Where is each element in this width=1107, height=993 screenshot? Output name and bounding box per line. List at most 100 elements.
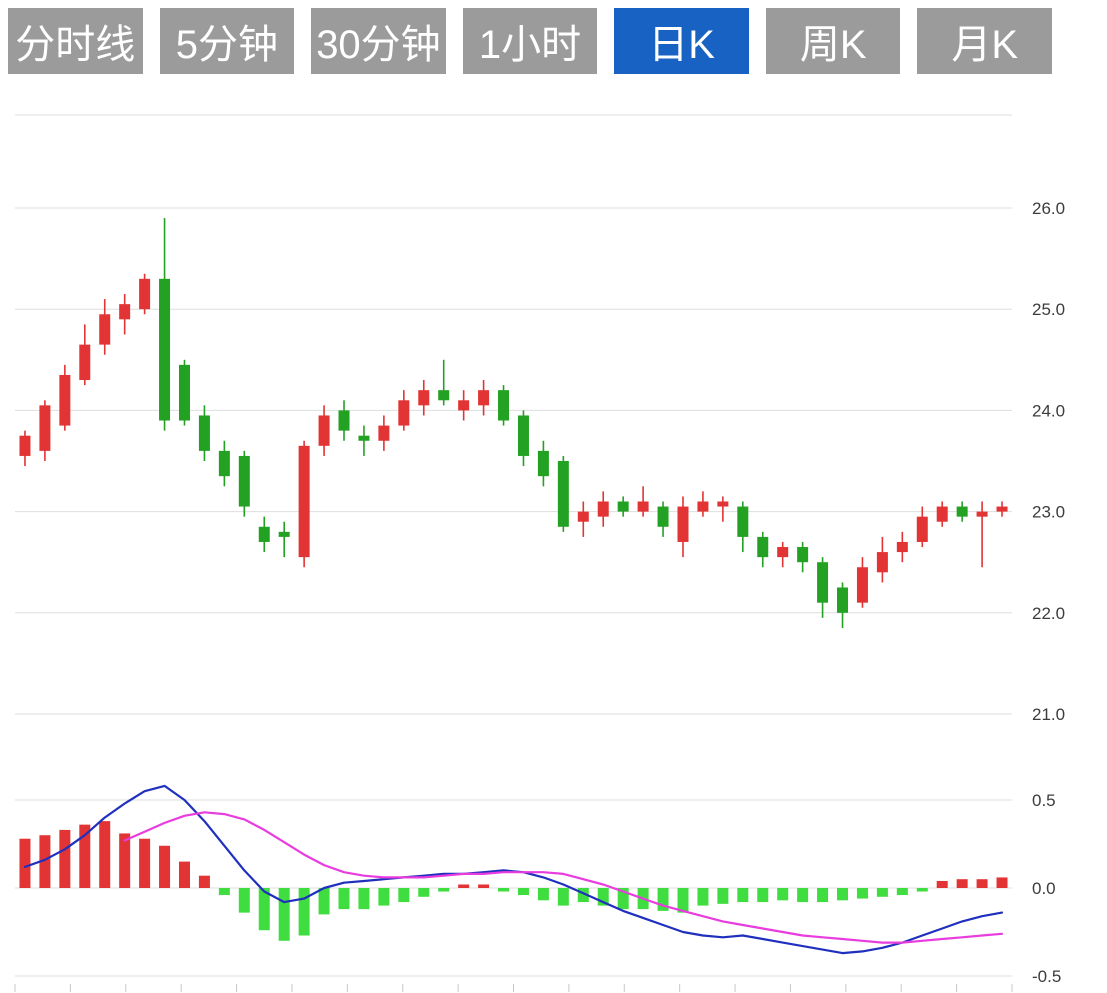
candle-body (537, 450, 549, 477)
candle-body (378, 425, 390, 441)
candle-body (358, 435, 370, 441)
dif-line (23, 784, 1004, 955)
candle-body (438, 390, 450, 401)
dea-line (123, 811, 1004, 944)
candle-body (298, 445, 310, 558)
tab-minute-line[interactable]: 分时线 (8, 8, 143, 74)
candle-body (577, 511, 589, 522)
candle-body (478, 390, 490, 406)
candle-body (956, 506, 968, 517)
tab-weekly-k[interactable]: 周K (765, 8, 901, 74)
candle-body (936, 506, 948, 522)
y-axis-label: 24.0 (1032, 401, 1065, 420)
macd-bar (358, 888, 370, 910)
tab-30min[interactable]: 30分钟 (311, 8, 446, 74)
y-axis-label: 26.0 (1032, 199, 1065, 218)
candle-body (856, 567, 868, 603)
macd-bar (777, 888, 789, 901)
candle-body (657, 506, 669, 527)
macd-bar (956, 879, 968, 888)
period-tabs: 分时线 5分钟 30分钟 1小时 日K 周K 月K (8, 8, 1053, 74)
macd-bar (438, 888, 450, 892)
candle-body (119, 304, 131, 320)
candle-body (398, 400, 410, 426)
candle-body (258, 526, 270, 542)
macd-bar (916, 888, 928, 892)
candle-body (39, 405, 51, 451)
tab-monthly-k[interactable]: 月K (917, 8, 1053, 74)
candle-body (19, 435, 31, 456)
macd-bar (717, 888, 729, 904)
candle-body (597, 501, 609, 517)
macd-bar (498, 888, 510, 892)
candle-body (837, 587, 849, 613)
macd-bar (378, 888, 390, 906)
candle-body (278, 531, 290, 537)
candle-body (916, 516, 928, 542)
macd-bar (577, 888, 589, 903)
y-axis-label: 0.5 (1032, 791, 1056, 810)
macd-bar (139, 838, 151, 888)
macd-bar (737, 888, 749, 903)
tab-5min[interactable]: 5分钟 (159, 8, 295, 74)
y-axis-label: -0.5 (1032, 967, 1061, 986)
y-axis-label: 25.0 (1032, 300, 1065, 319)
macd-bar (338, 888, 350, 910)
macd-bar (19, 838, 31, 888)
macd-bar (39, 835, 51, 888)
macd-bar (398, 888, 410, 903)
candle-body (498, 390, 510, 421)
macd-bar (59, 829, 71, 888)
macd-bar (856, 888, 868, 899)
candle-body (99, 314, 111, 345)
candle-body (976, 511, 988, 517)
tab-daily-k[interactable]: 日K (614, 8, 749, 74)
candle-body (817, 562, 829, 603)
candle-body (79, 344, 91, 381)
macd-bar (896, 888, 908, 896)
candle-body (178, 364, 190, 421)
candle-body (876, 552, 888, 573)
candle-body (737, 506, 749, 537)
candle-body (139, 278, 151, 310)
candle-body (159, 278, 171, 421)
tab-1hour[interactable]: 1小时 (462, 8, 598, 74)
macd-bar (278, 888, 290, 941)
macd-bar (218, 888, 230, 896)
macd-bar (976, 879, 988, 888)
y-axis-label: 22.0 (1032, 604, 1065, 623)
candle-body (318, 415, 330, 446)
candle-body (896, 541, 908, 553)
macd-bar (936, 880, 948, 888)
candle-body (218, 450, 230, 477)
candle-body (996, 506, 1008, 512)
candle-body (617, 501, 629, 512)
candle-body (198, 415, 210, 451)
macd-bar (238, 888, 250, 913)
candle-body (757, 536, 769, 558)
macd-bar (617, 888, 629, 910)
macd-bar (198, 875, 210, 888)
macd-bar (876, 888, 888, 897)
macd-bar (597, 888, 609, 906)
macd-bar (258, 888, 270, 931)
macd-bar (537, 888, 549, 901)
macd-bar (797, 888, 809, 903)
macd-bar (178, 861, 190, 888)
candle-body (677, 506, 689, 542)
macd-bar (657, 888, 669, 911)
macd-bar (837, 888, 849, 901)
y-axis-label: 21.0 (1032, 705, 1065, 724)
macd-bar (677, 888, 689, 913)
candle-body (557, 461, 569, 527)
candle-body (797, 547, 809, 563)
y-axis-label: 23.0 (1032, 503, 1065, 522)
candle-body (458, 400, 470, 411)
macd-bar (996, 877, 1008, 888)
macd-bar (458, 884, 470, 888)
candle-body (517, 415, 529, 456)
macd-bar (817, 888, 829, 903)
candle-body (637, 501, 649, 512)
macd-bar (557, 888, 569, 906)
